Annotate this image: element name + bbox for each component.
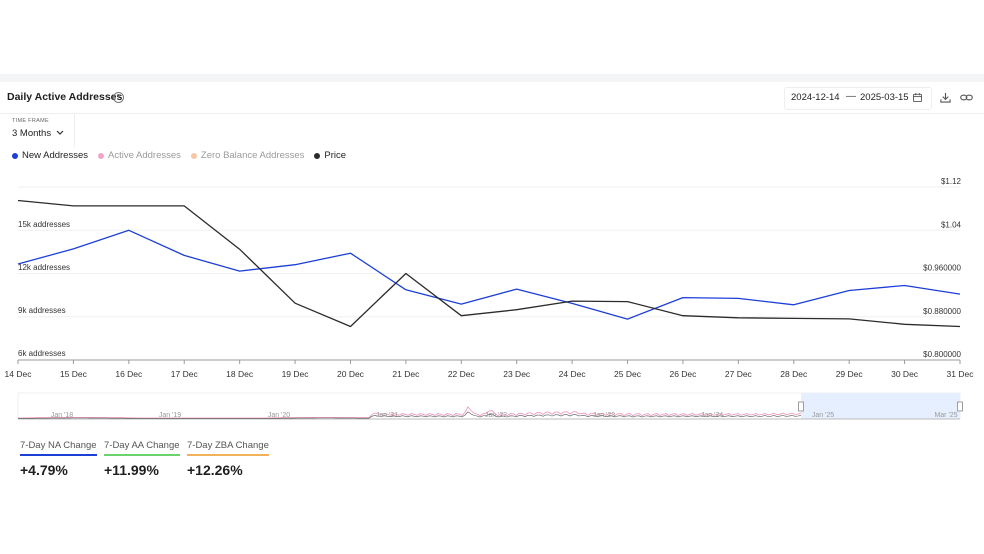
legend-item-new-addresses[interactable]: New Addresses xyxy=(12,150,88,161)
legend-label: Price xyxy=(324,150,347,161)
series-line-price xyxy=(17,199,961,328)
legend-label: New Addresses xyxy=(22,150,89,161)
x-axis-tick-label: 28 Dec xyxy=(780,369,808,379)
time-frame-label: TIME FRAME xyxy=(12,118,49,124)
time-frame-value[interactable]: 3 Months xyxy=(12,128,52,139)
legend-item-zero-balance-addresses[interactable]: Zero Balance Addresses xyxy=(190,150,305,161)
x-axis-tick-label: 24 Dec xyxy=(559,369,587,379)
right-axis-tick-label: $0.800000 xyxy=(923,350,961,359)
right-axis-tick-label: $1.12 xyxy=(941,177,962,186)
navigator-label: Jan '18 xyxy=(51,412,73,419)
left-axis-tick-label: 9k addresses xyxy=(18,306,66,315)
legend-dot xyxy=(12,152,18,159)
x-axis-tick-label: 14 Dec xyxy=(5,369,33,379)
time-frame-select[interactable]: 3 Months xyxy=(12,128,64,139)
navigator-handle xyxy=(798,401,804,412)
left-axis-tick-label: 15k addresses xyxy=(18,220,70,229)
stat-na-change: 7-Day NA Change +4.79% xyxy=(20,440,97,478)
stat-value: +12.26% xyxy=(187,462,243,478)
x-axis-tick-label: 31 Dec xyxy=(947,369,975,379)
chart-title: Daily Active Addresses xyxy=(7,91,123,103)
stat-value: +11.99% xyxy=(104,462,159,478)
time-frame-box xyxy=(0,113,75,147)
stat-label: 7-Day ZBA Change xyxy=(187,440,269,456)
chart-legend: New Addresses Active Addresses Zero Bala… xyxy=(12,150,346,161)
legend-dot xyxy=(314,152,321,159)
question-circle-icon[interactable]: ? xyxy=(113,92,124,103)
navigator-handle xyxy=(957,401,963,412)
legend-dot xyxy=(190,152,197,159)
navigator-label: Jan '22 xyxy=(485,412,507,419)
x-axis-tick-label: 23 Dec xyxy=(503,369,531,379)
x-axis-tick-label: 26 Dec xyxy=(669,369,697,379)
x-axis-tick-label: 27 Dec xyxy=(725,369,753,379)
stat-label: 7-Day AA Change xyxy=(104,440,180,456)
download-icon[interactable] xyxy=(940,92,951,103)
navigator-label: Jan '19 xyxy=(159,412,181,419)
navigator-series-price xyxy=(18,411,802,419)
legend-label: Zero Balance Addresses xyxy=(200,150,305,161)
x-axis-tick-label: 16 Dec xyxy=(115,369,143,379)
date-separator: — xyxy=(846,91,856,102)
navigator-series-active xyxy=(18,406,802,419)
legend-item-price[interactable]: Price xyxy=(314,150,346,161)
left-axis-tick-label: 12k addresses xyxy=(18,263,70,272)
x-axis-tick-label: 20 Dec xyxy=(337,369,365,379)
x-axis-tick-label: 15 Dec xyxy=(60,369,88,379)
calendar-icon[interactable] xyxy=(913,93,922,102)
x-axis-tick-label: 21 Dec xyxy=(392,369,420,379)
link-icon[interactable] xyxy=(960,92,973,103)
top-band xyxy=(0,74,984,82)
legend-dot xyxy=(98,152,105,159)
right-axis-tick-label: $1.04 xyxy=(941,220,962,229)
date-end[interactable]: 2025-03-15 xyxy=(860,92,909,103)
navigator-label: Jan '23 xyxy=(593,412,615,419)
navigator-label: Jan '21 xyxy=(376,412,398,419)
navigator-label: Jan '25 xyxy=(812,412,834,419)
x-axis-tick-label: 22 Dec xyxy=(448,369,476,379)
stat-label: 7-Day NA Change xyxy=(20,440,97,456)
x-axis-tick-label: 19 Dec xyxy=(282,369,310,379)
stat-value: +4.79% xyxy=(20,462,68,478)
series-line-new-addresses xyxy=(17,229,961,320)
navigator-label: Jan '24 xyxy=(701,412,723,419)
chevron-down-icon xyxy=(56,130,64,135)
x-axis-tick-label: 18 Dec xyxy=(226,369,254,379)
stat-aa-change: 7-Day AA Change +11.99% xyxy=(104,440,180,478)
line-chart[interactable]: 6k addresses 9k addresses 12k addresses 15k… xyxy=(0,165,984,425)
right-axis-tick-label: $0.960000 xyxy=(923,264,961,273)
left-axis-tick-label: 6k addresses xyxy=(18,349,66,358)
date-range-picker[interactable] xyxy=(784,87,932,110)
date-start[interactable]: 2024-12-14 xyxy=(791,92,840,103)
legend-label: Active Addresses xyxy=(108,150,181,161)
navigator-selection xyxy=(801,393,960,419)
x-axis-tick-label: 25 Dec xyxy=(614,369,642,379)
navigator-label: Mar '25 xyxy=(934,412,957,419)
right-axis-tick-label: $0.880000 xyxy=(923,307,961,316)
x-axis-tick-label: 30 Dec xyxy=(891,369,919,379)
navigator-label: Jan '20 xyxy=(268,412,290,419)
stat-zba-change: 7-Day ZBA Change +12.26% xyxy=(187,440,269,478)
legend-item-active-addresses[interactable]: Active Addresses xyxy=(98,150,181,161)
x-axis-tick-label: 17 Dec xyxy=(171,369,199,379)
card-header xyxy=(0,82,984,114)
x-axis-tick-label: 29 Dec xyxy=(836,369,864,379)
